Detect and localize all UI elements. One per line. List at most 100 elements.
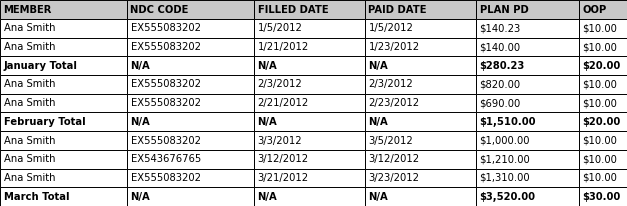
Text: EX555083202: EX555083202: [130, 98, 201, 108]
Bar: [579, 56, 627, 75]
Text: $10.00: $10.00: [582, 42, 618, 52]
Text: March Total: March Total: [4, 192, 69, 202]
Bar: [476, 94, 579, 112]
Bar: [365, 112, 476, 131]
Bar: [365, 94, 476, 112]
Bar: [365, 150, 476, 169]
Bar: [127, 56, 254, 75]
Bar: [579, 187, 627, 206]
Bar: [579, 150, 627, 169]
Bar: [476, 187, 579, 206]
Text: $140.23: $140.23: [480, 23, 521, 33]
Bar: [579, 38, 627, 56]
Text: N/A: N/A: [258, 61, 277, 71]
Bar: [0, 56, 127, 75]
Text: 2/3/2012: 2/3/2012: [369, 80, 413, 89]
Bar: [127, 169, 254, 187]
Bar: [127, 187, 254, 206]
Bar: [254, 75, 365, 94]
Text: 1/5/2012: 1/5/2012: [369, 23, 413, 33]
Bar: [0, 75, 127, 94]
Bar: [127, 150, 254, 169]
Text: $10.00: $10.00: [582, 154, 618, 164]
Text: EX555083202: EX555083202: [130, 23, 201, 33]
Bar: [579, 169, 627, 187]
Bar: [365, 131, 476, 150]
Bar: [579, 19, 627, 38]
Bar: [579, 112, 627, 131]
Text: $10.00: $10.00: [582, 80, 618, 89]
Bar: [476, 38, 579, 56]
Bar: [254, 38, 365, 56]
Bar: [0, 187, 127, 206]
Text: $10.00: $10.00: [582, 136, 618, 146]
Text: $10.00: $10.00: [582, 98, 618, 108]
Text: $20.00: $20.00: [582, 61, 621, 71]
Bar: [579, 131, 627, 150]
Bar: [579, 75, 627, 94]
Text: FILLED DATE: FILLED DATE: [258, 5, 328, 14]
Text: Ana Smith: Ana Smith: [4, 173, 55, 183]
Bar: [127, 94, 254, 112]
Bar: [254, 169, 365, 187]
Bar: [365, 169, 476, 187]
Bar: [127, 131, 254, 150]
Text: Ana Smith: Ana Smith: [4, 154, 55, 164]
Text: PLAN PD: PLAN PD: [480, 5, 529, 14]
Bar: [254, 150, 365, 169]
Text: Ana Smith: Ana Smith: [4, 42, 55, 52]
Bar: [0, 150, 127, 169]
Text: Ana Smith: Ana Smith: [4, 98, 55, 108]
Text: 1/5/2012: 1/5/2012: [258, 23, 302, 33]
Text: EX543676765: EX543676765: [130, 154, 201, 164]
Bar: [127, 112, 254, 131]
Bar: [254, 94, 365, 112]
Text: 2/3/2012: 2/3/2012: [258, 80, 302, 89]
Bar: [0, 169, 127, 187]
Bar: [254, 56, 365, 75]
Text: $10.00: $10.00: [582, 23, 618, 33]
Bar: [476, 0, 579, 19]
Text: February Total: February Total: [4, 117, 85, 127]
Text: 3/3/2012: 3/3/2012: [258, 136, 302, 146]
Text: N/A: N/A: [130, 192, 150, 202]
Text: $20.00: $20.00: [582, 117, 621, 127]
Text: 3/21/2012: 3/21/2012: [258, 173, 308, 183]
Text: Ana Smith: Ana Smith: [4, 80, 55, 89]
Text: OOP: OOP: [582, 5, 607, 14]
Bar: [0, 94, 127, 112]
Bar: [254, 19, 365, 38]
Text: N/A: N/A: [130, 61, 150, 71]
Bar: [254, 0, 365, 19]
Text: 2/21/2012: 2/21/2012: [258, 98, 308, 108]
Bar: [476, 169, 579, 187]
Bar: [476, 150, 579, 169]
Text: N/A: N/A: [130, 117, 150, 127]
Text: 3/23/2012: 3/23/2012: [369, 173, 419, 183]
Text: EX555083202: EX555083202: [130, 42, 201, 52]
Bar: [127, 75, 254, 94]
Text: N/A: N/A: [369, 117, 388, 127]
Text: $1,310.00: $1,310.00: [480, 173, 530, 183]
Bar: [476, 75, 579, 94]
Bar: [127, 19, 254, 38]
Text: $10.00: $10.00: [582, 173, 618, 183]
Bar: [476, 112, 579, 131]
Text: $140.00: $140.00: [480, 42, 520, 52]
Text: 3/12/2012: 3/12/2012: [369, 154, 419, 164]
Bar: [254, 187, 365, 206]
Bar: [254, 131, 365, 150]
Text: MEMBER: MEMBER: [4, 5, 52, 14]
Text: 2/23/2012: 2/23/2012: [369, 98, 419, 108]
Text: $690.00: $690.00: [480, 98, 521, 108]
Bar: [127, 0, 254, 19]
Text: $1,510.00: $1,510.00: [480, 117, 536, 127]
Bar: [579, 94, 627, 112]
Bar: [365, 38, 476, 56]
Bar: [365, 187, 476, 206]
Text: $1,000.00: $1,000.00: [480, 136, 530, 146]
Bar: [0, 38, 127, 56]
Bar: [579, 0, 627, 19]
Bar: [0, 19, 127, 38]
Text: 3/12/2012: 3/12/2012: [258, 154, 308, 164]
